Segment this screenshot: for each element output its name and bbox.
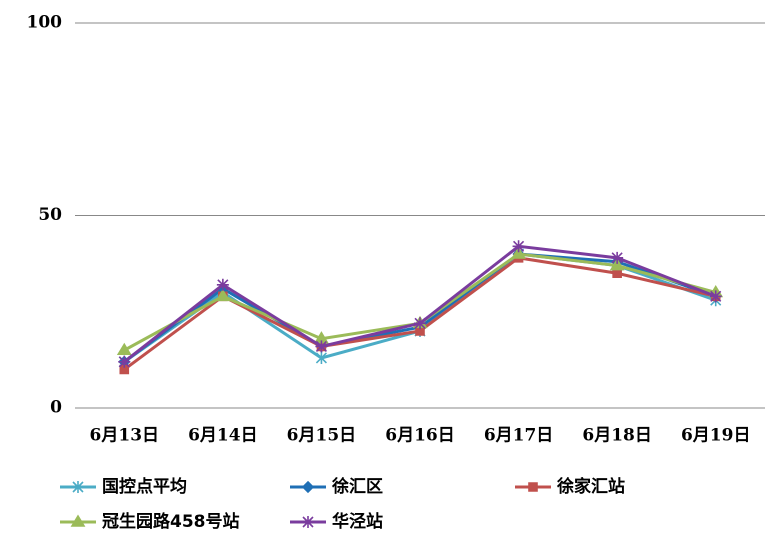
x-tick-label: 6月16日 <box>385 426 455 446</box>
data-marker <box>611 251 624 264</box>
y-tick-label: 0 <box>50 398 62 418</box>
series-line <box>123 256 717 371</box>
legend-marker <box>70 514 86 527</box>
legend-label: 华泾站 <box>332 511 383 532</box>
data-marker <box>119 364 130 375</box>
x-tick-label: 6月14日 <box>188 426 258 446</box>
series-line <box>123 252 717 364</box>
legend-marker <box>72 481 84 493</box>
y-tick-label: 50 <box>38 205 62 225</box>
data-marker <box>609 257 625 271</box>
x-tick-label: 6月19日 <box>681 426 751 446</box>
legend-marker <box>528 482 538 492</box>
x-tick-label: 6月13日 <box>90 426 160 446</box>
y-tick-label: 100 <box>27 13 63 33</box>
legend-label: 冠生园路458号站 <box>102 511 240 532</box>
x-tick-label: 6月18日 <box>582 426 652 446</box>
legend-marker <box>301 480 315 494</box>
data-marker <box>414 317 426 330</box>
data-marker <box>315 351 327 364</box>
legend-label: 徐汇区 <box>331 476 383 497</box>
legend-marker <box>302 516 314 528</box>
data-marker <box>116 342 132 356</box>
data-marker <box>315 340 328 353</box>
data-marker <box>511 246 526 259</box>
legend-label: 国控点平均 <box>102 476 187 497</box>
legend-label: 徐家汇站 <box>556 476 625 497</box>
data-marker <box>216 278 229 291</box>
data-marker <box>118 355 131 368</box>
x-tick-label: 6月15日 <box>287 426 357 446</box>
x-tick-label: 6月17日 <box>484 426 554 446</box>
data-marker <box>612 268 622 279</box>
data-marker <box>512 240 525 253</box>
data-marker <box>709 290 722 303</box>
data-marker <box>215 288 231 302</box>
